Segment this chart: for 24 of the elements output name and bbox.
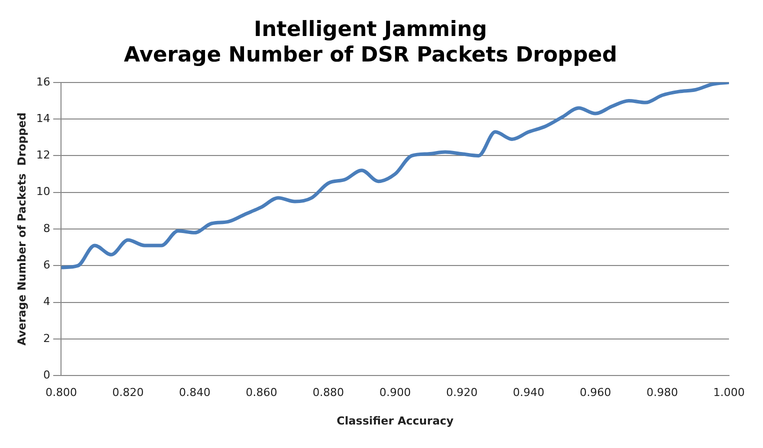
x-tick-label: 0.940: [512, 386, 544, 400]
y-tick-label: 8: [43, 222, 50, 235]
y-tick-label: 0: [43, 368, 50, 382]
y-tick-label: 4: [43, 295, 50, 308]
x-tick-label: 0.880: [312, 386, 344, 400]
y-tick-label: 6: [43, 258, 50, 272]
x-tick-label: 1.000: [713, 386, 745, 400]
x-tick-label: 0.840: [179, 386, 211, 400]
text: Intelligent Jamming: [254, 17, 488, 42]
x-tick-label: 0.860: [246, 386, 278, 400]
x-tick-label: 0.800: [45, 386, 77, 400]
y-tick-label: 16: [36, 75, 50, 88]
y-tick-label: 2: [43, 332, 50, 345]
y-axis-title: Average Number of Packets Dropped: [15, 112, 28, 346]
x-axis-title: Classifier Accuracy: [336, 414, 454, 428]
y-tick-label: 12: [36, 148, 50, 162]
text: Average Number of DSR Packets Dropped: [124, 42, 618, 66]
x-tick-label: 0.980: [646, 386, 678, 400]
x-tick-label: 0.900: [379, 386, 411, 400]
x-tick-label: 0.820: [112, 386, 144, 400]
x-tick-label: 0.920: [446, 386, 478, 400]
y-tick-label: 14: [36, 112, 50, 125]
x-tick-label: 0.960: [580, 386, 612, 400]
y-tick-label: 10: [36, 185, 50, 198]
